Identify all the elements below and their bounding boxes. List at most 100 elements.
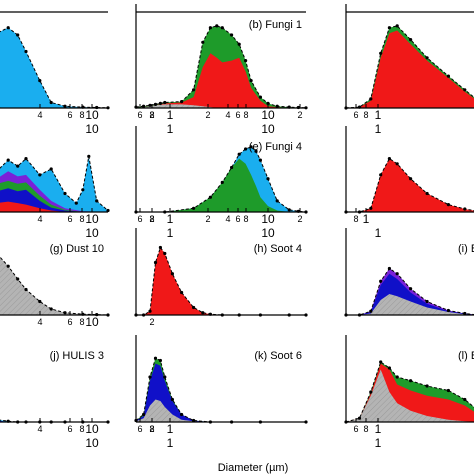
data-point bbox=[106, 208, 110, 213]
axis-decade-label: 1 bbox=[167, 122, 174, 136]
data-point bbox=[387, 366, 391, 370]
tick-label: 8 bbox=[363, 110, 368, 120]
tick-label: 6 bbox=[67, 214, 72, 224]
data-point bbox=[258, 95, 262, 99]
data-point bbox=[379, 279, 383, 283]
data-point bbox=[463, 88, 467, 92]
axis-decade-label: 10 bbox=[261, 226, 275, 240]
tick-label: 10 bbox=[85, 212, 99, 226]
tick-label: 4 bbox=[37, 317, 42, 327]
data-point bbox=[148, 375, 152, 379]
axis-decade-label: 10 bbox=[85, 226, 99, 240]
panel-e: 6 8 1 2 4 6 8 10 21 10(e) Fungi 4 bbox=[134, 126, 308, 240]
tick-label: 4 bbox=[225, 214, 230, 224]
data-point bbox=[409, 379, 413, 383]
data-point bbox=[142, 412, 146, 417]
data-point bbox=[409, 38, 413, 42]
data-point bbox=[395, 375, 399, 379]
area-red bbox=[136, 53, 306, 108]
data-point bbox=[369, 97, 373, 101]
panel-f: 8 11 bbox=[344, 126, 474, 240]
tick-label: 2 bbox=[149, 317, 154, 327]
data-point bbox=[266, 101, 270, 105]
data-point bbox=[192, 206, 196, 210]
area-red bbox=[346, 30, 474, 108]
area-lightblue bbox=[0, 27, 108, 108]
data-point bbox=[6, 26, 10, 30]
data-point bbox=[369, 309, 373, 313]
tick-label: 2 bbox=[149, 214, 154, 224]
tick-label: 8 bbox=[79, 424, 84, 434]
data-point bbox=[81, 188, 85, 192]
tick-label: 10 bbox=[261, 212, 275, 226]
panel-title: (k) Soot 6 bbox=[254, 350, 302, 362]
axes: 8 11 bbox=[345, 126, 474, 240]
data-point bbox=[208, 26, 212, 30]
data-point bbox=[158, 245, 162, 250]
axis-decade-label: 1 bbox=[167, 436, 174, 450]
data-point bbox=[201, 40, 205, 44]
area-red bbox=[0, 201, 108, 212]
tick-label: 4 bbox=[225, 110, 230, 120]
data-point bbox=[446, 203, 450, 207]
data-point bbox=[142, 104, 146, 108]
tick-label: 8 bbox=[243, 110, 248, 120]
tick-label: 10 bbox=[85, 315, 99, 329]
area-gray bbox=[346, 294, 474, 315]
area-gray bbox=[136, 104, 306, 108]
data-point bbox=[369, 390, 373, 394]
data-point bbox=[16, 277, 20, 281]
axes: 6 8 11 bbox=[135, 335, 306, 450]
tick-label: 6 bbox=[235, 110, 240, 120]
panel-title: (i) Bro bbox=[458, 243, 474, 255]
data-point bbox=[379, 51, 383, 55]
data-point bbox=[425, 384, 429, 388]
data-point bbox=[148, 309, 152, 313]
data-point bbox=[463, 397, 467, 402]
tick-label: 1 bbox=[167, 108, 174, 122]
axes: 6 8 11 bbox=[345, 335, 474, 450]
panel-title: (e) Fungi 4 bbox=[249, 141, 302, 153]
area-green bbox=[136, 158, 306, 212]
data-point bbox=[38, 79, 42, 83]
data-point bbox=[87, 154, 91, 158]
tick-label: 10 bbox=[261, 108, 275, 122]
tick-label: 6 bbox=[67, 110, 72, 120]
tick-label: 10 bbox=[85, 422, 99, 436]
tick-label: 6 bbox=[67, 317, 72, 327]
tick-label: 2 bbox=[297, 214, 302, 224]
tick-label: 1 bbox=[167, 422, 174, 436]
axes: 6 8 1 2 4 6 8 10 21 10 bbox=[135, 126, 306, 240]
tick-label: 6 bbox=[137, 110, 142, 120]
panel-a: 4 6 8 10 210 bbox=[0, 11, 155, 136]
data-point bbox=[244, 147, 248, 151]
axes bbox=[345, 228, 474, 316]
panel-d: 4 6 8 10 210 bbox=[0, 154, 155, 240]
tick-label: 8 bbox=[243, 214, 248, 224]
data-point bbox=[357, 416, 362, 420]
axis-decade-label: 10 bbox=[85, 122, 99, 136]
data-point bbox=[158, 101, 162, 105]
axis-decade-label: 1 bbox=[375, 122, 382, 136]
panel-j: 4 6 8 10 210(j) HULIS 3 bbox=[0, 350, 155, 450]
axes: 4 6 8 10 2 bbox=[0, 311, 155, 329]
data-point bbox=[153, 356, 158, 360]
tick-label: 2 bbox=[149, 424, 154, 434]
tick-label: 8 bbox=[149, 110, 154, 120]
data-point bbox=[387, 157, 391, 161]
data-point bbox=[387, 266, 391, 271]
data-point bbox=[24, 287, 28, 292]
tick-label: 6 bbox=[137, 424, 142, 434]
tick-label: 2 bbox=[205, 110, 210, 120]
data-point bbox=[208, 195, 212, 199]
data-point bbox=[38, 299, 42, 304]
tick-label: 4 bbox=[37, 424, 42, 434]
data-point bbox=[258, 158, 262, 162]
data-point bbox=[192, 305, 196, 310]
data-point bbox=[425, 299, 429, 304]
data-point bbox=[180, 412, 184, 417]
data-point bbox=[180, 100, 184, 104]
data-point bbox=[158, 358, 162, 363]
data-point bbox=[446, 308, 450, 313]
axes bbox=[135, 228, 306, 316]
